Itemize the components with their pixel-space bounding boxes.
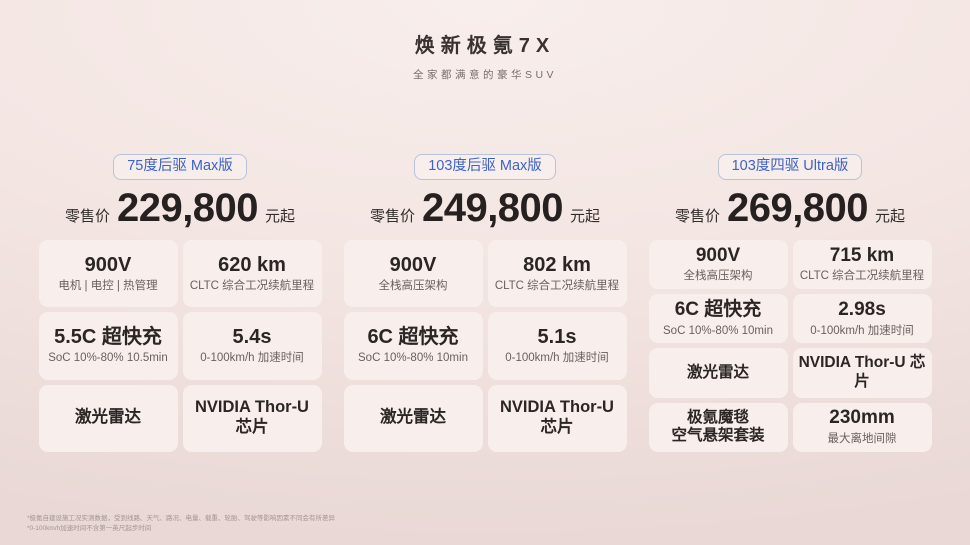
- spec-value: 6C 超快充: [674, 298, 762, 320]
- spec-card: 230mm 最大离地间隙: [792, 402, 932, 452]
- spec-value: 802 km: [523, 254, 591, 277]
- spec-grid: 900V 电机 | 电控 | 热管理 620 km CLTC 综合工况续航里程 …: [38, 239, 322, 452]
- page-header: 焕新极氪7X 全家都满意的豪华SUV: [0, 0, 970, 82]
- spec-value: 激光雷达: [75, 408, 141, 427]
- spec-value: 5.5C 超快充: [54, 326, 162, 349]
- spec-value: NVIDIA Thor-U 芯片: [798, 354, 926, 390]
- spec-label: SoC 10%-80% 10min: [358, 352, 468, 365]
- price-unit: 元起: [265, 207, 296, 225]
- trim-badge: 103度四驱 Ultra版: [717, 154, 863, 180]
- spec-value: 激光雷达: [686, 363, 749, 381]
- page-title: 焕新极氪7X: [414, 35, 556, 57]
- spec-card: 5.4s 0-100km/h 加速时间: [182, 312, 322, 380]
- spec-card: 715 km CLTC 综合工况续航里程: [792, 239, 932, 290]
- spec-value: 715 km: [829, 244, 895, 266]
- spec-value: 620 km: [218, 254, 286, 277]
- trim-column-1: 75度后驱 Max版 零售价 229,800 元起 900V 电机 | 电控 |…: [38, 154, 322, 452]
- price-value: 269,800: [726, 185, 869, 230]
- trim-columns: 75度后驱 Max版 零售价 229,800 元起 900V 电机 | 电控 |…: [0, 154, 970, 452]
- spec-card: 900V 全栈高压架构: [648, 239, 788, 290]
- spec-value: 6C 超快充: [367, 326, 459, 349]
- spec-label: 0-100km/h 加速时间: [810, 324, 914, 337]
- trim-column-3: 103度四驱 Ultra版 零售价 269,800 元起 900V 全栈高压架构…: [648, 154, 932, 452]
- price-value: 229,800: [116, 185, 259, 230]
- spec-label: 全栈高压架构: [378, 280, 448, 293]
- spec-label: 0-100km/h 加速时间: [505, 352, 609, 365]
- spec-card: NVIDIA Thor-U 芯片: [182, 384, 322, 452]
- spec-card: 5.1s 0-100km/h 加速时间: [487, 312, 627, 380]
- price-label: 零售价: [64, 207, 110, 225]
- spec-label: 全栈高压架构: [683, 270, 753, 283]
- spec-value: 5.4s: [232, 326, 272, 349]
- spec-card: NVIDIA Thor-U 芯片: [792, 348, 932, 398]
- trim-column-2: 103度后驱 Max版 零售价 249,800 元起 900V 全栈高压架构 8…: [343, 154, 627, 452]
- spec-value: NVIDIA Thor-U 芯片: [195, 398, 309, 437]
- spec-value: 230mm: [829, 407, 895, 429]
- footnote-line-1: *极氪自建设施工况实测数据，受到线路、天气、路况、电量、载重、轮胎、驾驶等影响因…: [27, 514, 336, 522]
- spec-value: NVIDIA Thor-U 芯片: [500, 398, 614, 437]
- price-label: 零售价: [674, 207, 720, 225]
- page-subtitle: 全家都满意的豪华SUV: [412, 69, 558, 81]
- spec-card: NVIDIA Thor-U 芯片: [487, 384, 627, 452]
- spec-card: 6C 超快充 SoC 10%-80% 10min: [343, 312, 483, 380]
- spec-card: 900V 电机 | 电控 | 热管理: [38, 239, 178, 308]
- spec-card: 5.5C 超快充 SoC 10%-80% 10.5min: [38, 312, 178, 380]
- price-unit: 元起: [875, 207, 906, 225]
- trim-badge: 75度后驱 Max版: [113, 154, 247, 180]
- price-value: 249,800: [421, 185, 564, 230]
- spec-value: 900V: [84, 254, 132, 277]
- spec-grid: 900V 全栈高压架构 715 km CLTC 综合工况续航里程 6C 超快充 …: [648, 239, 932, 452]
- spec-value: 5.1s: [537, 326, 577, 349]
- trim-badge: 103度后驱 Max版: [414, 154, 556, 180]
- spec-label: CLTC 综合工况续航里程: [189, 280, 315, 293]
- spec-card: 极氪魔毯 空气悬架套装: [648, 402, 788, 452]
- spec-card: 激光雷达: [648, 348, 788, 398]
- spec-card: 900V 全栈高压架构: [343, 239, 483, 308]
- spec-label: CLTC 综合工况续航里程: [494, 280, 620, 293]
- spec-value: 900V: [695, 244, 741, 266]
- spec-label: CLTC 综合工况续航里程: [799, 270, 925, 283]
- spec-card: 620 km CLTC 综合工况续航里程: [182, 239, 322, 308]
- spec-card: 激光雷达: [38, 384, 178, 452]
- spec-value: 激光雷达: [380, 408, 446, 427]
- spec-card: 6C 超快充 SoC 10%-80% 10min: [648, 294, 788, 344]
- spec-grid: 900V 全栈高压架构 802 km CLTC 综合工况续航里程 6C 超快充 …: [343, 239, 627, 452]
- spec-card: 802 km CLTC 综合工况续航里程: [487, 239, 627, 308]
- price-row: 零售价 249,800 元起: [370, 187, 600, 229]
- spec-label: 最大离地间隙: [827, 433, 897, 446]
- price-label: 零售价: [369, 207, 415, 225]
- price-row: 零售价 229,800 元起: [65, 187, 295, 229]
- spec-card: 2.98s 0-100km/h 加速时间: [792, 294, 932, 344]
- spec-value: 900V: [389, 254, 437, 277]
- spec-label: 电机 | 电控 | 热管理: [58, 280, 158, 293]
- price-unit: 元起: [570, 207, 601, 225]
- footnote-line-2: *0-100km/h加速时间不含第一英尺起步时间: [27, 524, 152, 532]
- spec-value: 2.98s: [838, 298, 886, 320]
- spec-value: 极氪魔毯 空气悬架套装: [671, 408, 765, 445]
- price-row: 零售价 269,800 元起: [675, 187, 905, 229]
- spec-label: 0-100km/h 加速时间: [200, 352, 304, 365]
- spec-card: 激光雷达: [343, 384, 483, 452]
- spec-label: SoC 10%-80% 10.5min: [48, 352, 168, 365]
- spec-label: SoC 10%-80% 10min: [663, 324, 773, 337]
- footnotes: *极氪自建设施工况实测数据，受到线路、天气、路况、电量、载重、轮胎、驾驶等影响因…: [27, 514, 335, 534]
